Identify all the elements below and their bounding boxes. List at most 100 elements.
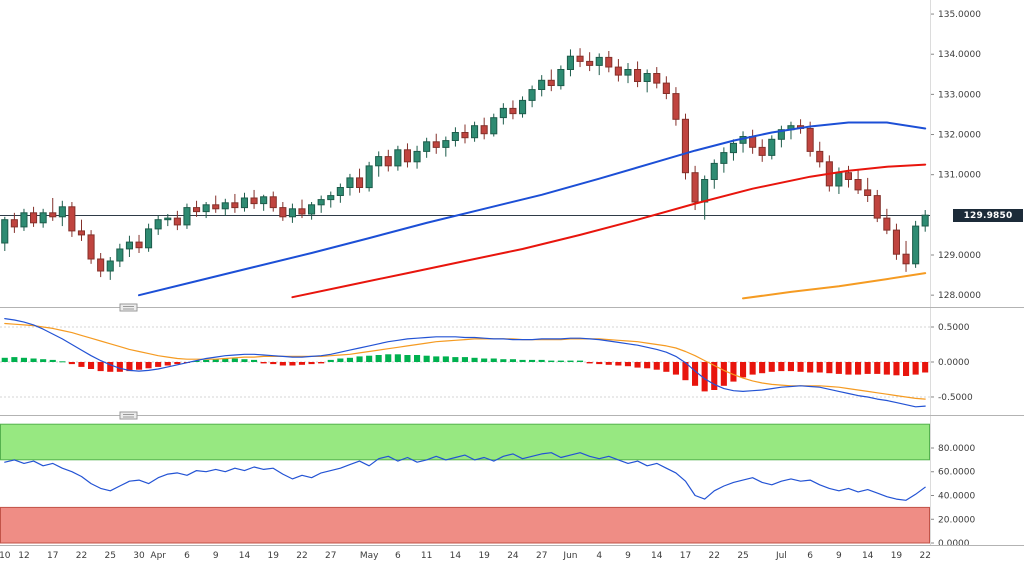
candle-body — [269, 196, 277, 209]
macd-histogram-bar — [11, 357, 18, 362]
ma-fast-orange-line — [742, 272, 927, 300]
macd-histogram-bar — [787, 362, 794, 372]
x-axis-label: 4 — [596, 551, 602, 561]
candle-body — [30, 212, 38, 224]
rsi-panel[interactable] — [0, 423, 930, 544]
candle-body — [221, 202, 229, 210]
candle-body — [183, 207, 191, 226]
candle-body — [921, 214, 929, 227]
candle-body — [432, 141, 440, 148]
macd-panel[interactable] — [0, 318, 930, 408]
macd-histogram-bar — [634, 362, 641, 368]
macd-histogram-bar — [1, 357, 8, 362]
macd-histogram-bar — [653, 362, 660, 370]
candle-body — [336, 187, 344, 196]
macd-histogram-bar — [174, 362, 181, 365]
candle-body — [672, 93, 680, 120]
candle-body — [595, 56, 603, 66]
macd-histogram-bar — [461, 357, 468, 362]
x-axis-label: 12 — [18, 551, 29, 561]
x-axis-label: 25 — [105, 551, 116, 561]
x-axis-label: 9 — [836, 551, 842, 561]
macd-histogram-bar — [701, 362, 708, 392]
macd-histogram-bar — [203, 359, 210, 362]
candle-body — [912, 225, 920, 265]
x-axis-label: 6 — [184, 551, 190, 561]
x-axis-label: 19 — [268, 551, 280, 561]
panel-resize-handle[interactable] — [119, 303, 138, 312]
macd-histogram-bar — [740, 362, 747, 378]
candle-body — [519, 99, 527, 115]
last-price-value: 129.9850 — [963, 210, 1013, 221]
y-axis-label: 128.0000 — [938, 291, 981, 301]
panel-resize-handle[interactable] — [119, 411, 138, 420]
y-axis-label: 132.0000 — [938, 131, 981, 141]
macd-histogram-bar — [375, 355, 382, 362]
candle-body — [451, 132, 459, 141]
candle-body — [547, 79, 555, 87]
x-axis-label: 25 — [737, 551, 748, 561]
candle-body — [806, 128, 814, 152]
macd-signal-line — [4, 322, 926, 400]
x-axis-label: 14 — [239, 551, 251, 561]
macd-histogram-bar — [327, 359, 334, 362]
macd-histogram-bar — [404, 355, 411, 362]
macd-histogram-bar — [414, 355, 421, 362]
x-axis-label: 22 — [919, 551, 930, 561]
candle-body — [490, 117, 498, 135]
macd-histogram-bar — [509, 359, 516, 362]
macd-histogram-bar — [692, 362, 699, 386]
candle-body — [873, 195, 881, 219]
rsi-line — [4, 452, 926, 501]
candle-body — [883, 217, 891, 231]
candle-body — [375, 156, 383, 167]
candle-body — [576, 55, 584, 62]
y-axis-label: 129.0000 — [938, 251, 981, 261]
macd-histogram-bar — [672, 362, 679, 375]
candle-body — [193, 207, 201, 213]
macd-histogram-bar — [40, 359, 47, 362]
resize-grip-box[interactable] — [119, 411, 138, 420]
macd-histogram-bar — [557, 360, 564, 362]
macd-histogram-bar — [126, 362, 133, 372]
candle-body — [471, 125, 479, 139]
macd-line — [4, 318, 926, 408]
x-axis-label: Jun — [562, 551, 577, 561]
candle-body — [509, 107, 517, 115]
candle-body — [461, 132, 469, 139]
macd-histogram-bar — [145, 362, 152, 369]
macd-histogram-bar — [663, 362, 670, 372]
resize-grip-box[interactable] — [119, 303, 138, 312]
candle-body — [710, 162, 718, 180]
candle-body — [729, 142, 738, 154]
candle-body — [442, 140, 450, 148]
macd-histogram-bar — [615, 362, 622, 366]
candle-body — [854, 179, 862, 191]
x-axis-label: 14 — [862, 551, 874, 561]
candle-body — [1, 219, 9, 244]
macd-histogram-bar — [481, 358, 488, 362]
candle-body — [212, 204, 220, 210]
macd-histogram-bar — [644, 362, 651, 369]
candle-body — [356, 177, 364, 188]
oversold-band — [0, 506, 930, 544]
macd-histogram-bar — [883, 362, 890, 375]
x-axis-label: 10 — [0, 551, 11, 561]
macd-histogram-bar — [97, 362, 104, 372]
candle-body — [68, 206, 76, 232]
macd-histogram-bar — [59, 361, 66, 363]
macd-histogram-bar — [442, 356, 449, 362]
y-axis-label: 0.0000 — [938, 539, 970, 549]
x-axis-label: 19 — [478, 551, 490, 561]
candle-body — [327, 195, 335, 201]
y-axis-label: 135.0000 — [938, 10, 981, 20]
x-axis-label: 22 — [709, 551, 720, 561]
macd-histogram-bar — [548, 360, 555, 362]
candle-body — [681, 118, 690, 174]
price-panel[interactable] — [0, 48, 930, 300]
candles-layer — [1, 48, 929, 280]
candle-body — [749, 136, 757, 148]
candle-body — [634, 69, 642, 82]
